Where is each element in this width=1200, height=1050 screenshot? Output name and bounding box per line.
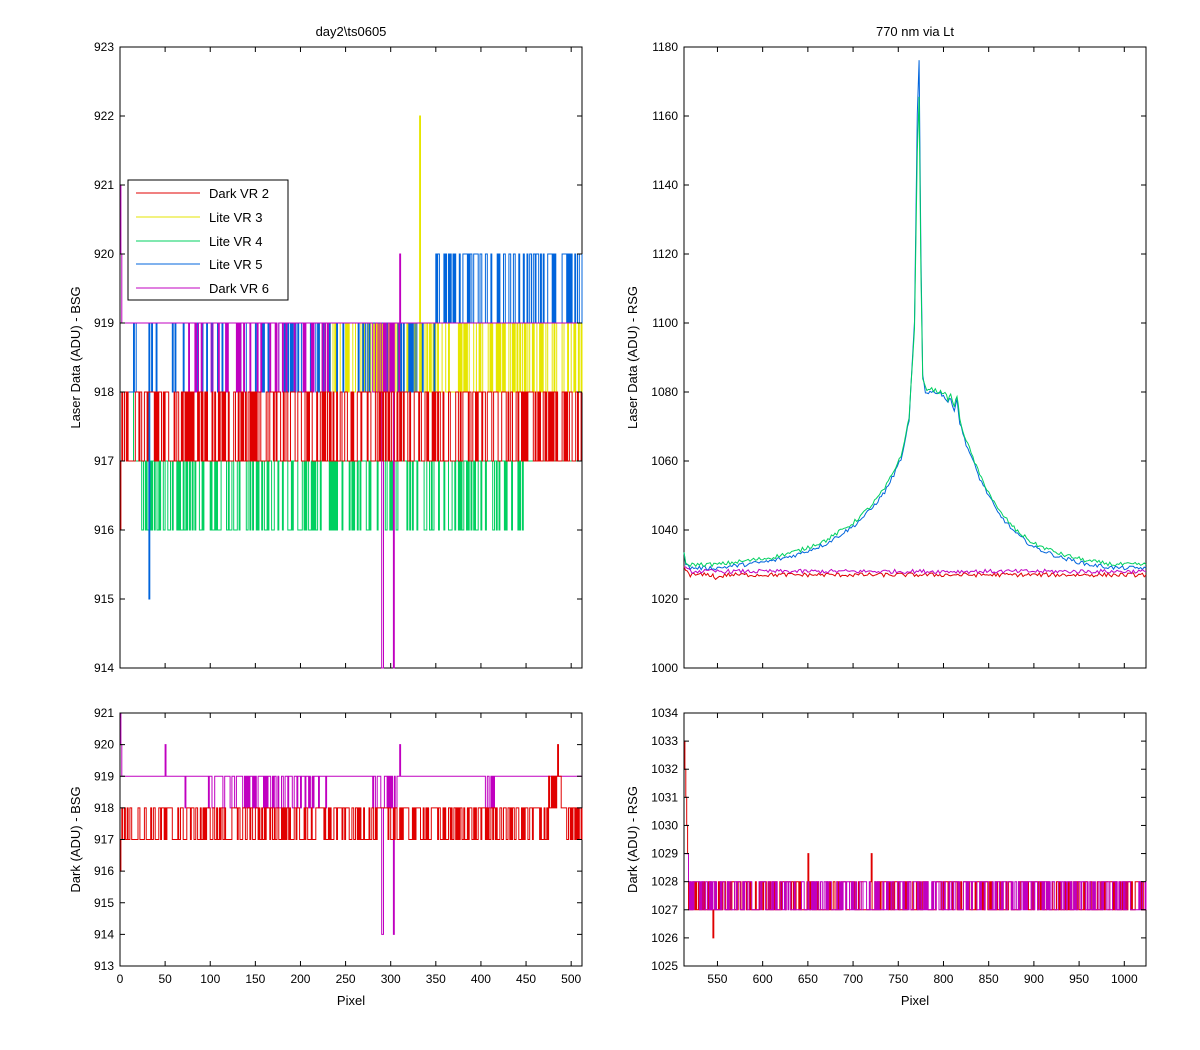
x-tick-label: 50 (158, 972, 172, 986)
x-tick-label: 0 (117, 972, 124, 986)
y-tick-label: 1025 (651, 959, 678, 973)
y-tick-label: 1030 (651, 818, 678, 832)
x-tick-label: 600 (753, 972, 773, 986)
x-tick-label: 100 (200, 972, 220, 986)
series-line-dark-vr-2 (120, 391, 582, 531)
x-tick-label: 500 (561, 972, 581, 986)
plot-frame (683, 46, 1147, 669)
plot-top-left: 914 915 916 917 918 919 920 921 922 923 day2\ts06… (68, 24, 583, 675)
y-tick-label: 1080 (651, 385, 678, 399)
legend: Dark VR 2 Lite VR 3 Lite VR 4 Lite VR 5 … (127, 179, 289, 301)
y-tick-label: 921 (94, 178, 114, 192)
y-tick-label: 1031 (651, 790, 678, 804)
tick-layer: 914 915 916 917 918 919 920 921 922 923 (94, 40, 582, 675)
y-tick-label: 1160 (652, 109, 678, 123)
y-axis-label: Dark (ADU) - RSG (625, 786, 640, 893)
y-tick-label: 916 (94, 523, 114, 537)
x-tick-label: 550 (707, 972, 727, 986)
y-tick-label: 919 (94, 769, 114, 783)
series-line-dark-vr-6 (683, 566, 1147, 575)
series-layer (120, 712, 583, 935)
plot-bottom-right: 1025 1026 1027 1028 1029 1030 1031 1032 1033 1034… (625, 706, 1147, 1008)
series-line-dark-vr-6 (120, 712, 582, 935)
x-tick-label: 950 (1069, 972, 1089, 986)
tick-layer: 1000 1020 1040 1060 1080 1100 1120 1140 1160 1180 (651, 40, 1146, 675)
y-tick-label: 1026 (651, 931, 678, 945)
x-tick-label: 450 (516, 972, 536, 986)
series-line-dark-vr-2 (683, 566, 1147, 581)
y-tick-label: 918 (94, 385, 114, 399)
x-axis-label: Pixel (337, 993, 365, 1008)
x-tick-label: 900 (1024, 972, 1044, 986)
plot-frame (683, 712, 1147, 967)
plot-title: 770 nm via Lt (876, 24, 954, 39)
x-tick-label: 750 (888, 972, 908, 986)
y-tick-label: 923 (94, 40, 114, 54)
y-tick-label: 1032 (651, 762, 678, 776)
x-tick-label: 350 (426, 972, 446, 986)
x-tick-label: 300 (381, 972, 401, 986)
x-tick-label: 650 (798, 972, 818, 986)
series-line-dark-vr-2 (120, 744, 583, 872)
x-tick-label: 200 (290, 972, 310, 986)
legend-entry: Lite VR 4 (209, 234, 262, 249)
x-tick-label: 850 (979, 972, 999, 986)
x-axis-label: Pixel (901, 993, 929, 1008)
y-tick-label: 1100 (652, 316, 678, 330)
plot-title: day2\ts0605 (316, 24, 387, 39)
x-tick-label: 400 (471, 972, 491, 986)
x-tick-label: 150 (245, 972, 265, 986)
plot-top-right: 1000 1020 1040 1060 1080 1100 1120 1140 1160 1180… (625, 24, 1147, 675)
legend-entry: Lite VR 3 (209, 210, 262, 225)
y-tick-label: 917 (94, 454, 114, 468)
series-layer (683, 60, 1147, 581)
y-tick-label: 914 (94, 661, 114, 675)
legend-entry: Lite VR 5 (209, 257, 262, 272)
y-tick-label: 917 (94, 833, 114, 847)
y-tick-label: 914 (94, 927, 114, 941)
y-tick-label: 918 (94, 801, 114, 815)
y-tick-label: 920 (94, 247, 114, 261)
x-tick-label: 250 (336, 972, 356, 986)
series-layer (120, 115, 583, 669)
y-tick-label: 919 (94, 316, 114, 330)
y-tick-label: 1120 (652, 247, 678, 261)
y-axis-label: Laser Data (ADU) - RSG (625, 286, 640, 429)
y-tick-label: 921 (94, 706, 114, 720)
series-line-dark-vr-6 (120, 184, 582, 669)
y-axis-label: Laser Data (ADU) - BSG (68, 286, 83, 428)
y-tick-label: 920 (94, 738, 114, 752)
y-tick-label: 1040 (651, 523, 678, 537)
y-tick-label: 1140 (652, 178, 678, 192)
y-tick-label: 1180 (652, 40, 678, 54)
y-tick-label: 922 (94, 109, 114, 123)
y-tick-label: 1060 (651, 454, 678, 468)
y-tick-label: 1028 (651, 875, 678, 889)
y-tick-label: 915 (94, 896, 114, 910)
y-tick-label: 916 (94, 864, 114, 878)
y-tick-label: 1000 (651, 661, 678, 675)
tick-layer: 913 914 915 916 917 918 919 920 921 0 50 100 150 200 2… (94, 706, 582, 986)
x-tick-label: 800 (933, 972, 953, 986)
y-tick-label: 1033 (651, 734, 678, 748)
y-tick-label: 913 (94, 959, 114, 973)
legend-entry: Dark VR 6 (209, 281, 269, 296)
legend-entry: Dark VR 2 (209, 186, 269, 201)
series-layer (684, 740, 1147, 939)
x-tick-label: 700 (843, 972, 863, 986)
series-line-dark-vr-6 (684, 853, 1147, 911)
series-line-lite-vr-5 (683, 60, 1147, 571)
x-tick-label: 1000 (1111, 972, 1138, 986)
series-line-lite-vr-4 (683, 96, 1147, 568)
y-tick-label: 1027 (651, 903, 678, 917)
tick-layer: 1025 1026 1027 1028 1029 1030 1031 1032 1033 1034… (651, 706, 1146, 986)
y-tick-label: 1034 (651, 706, 678, 720)
y-tick-label: 915 (94, 592, 114, 606)
y-tick-label: 1029 (651, 847, 678, 861)
legend-box (127, 179, 289, 301)
y-tick-label: 1020 (651, 592, 678, 606)
plot-bottom-left: 913 914 915 916 917 918 919 920 921 0 50 100 150 200 2… (68, 706, 583, 1008)
y-axis-label: Dark (ADU) - BSG (68, 786, 83, 892)
